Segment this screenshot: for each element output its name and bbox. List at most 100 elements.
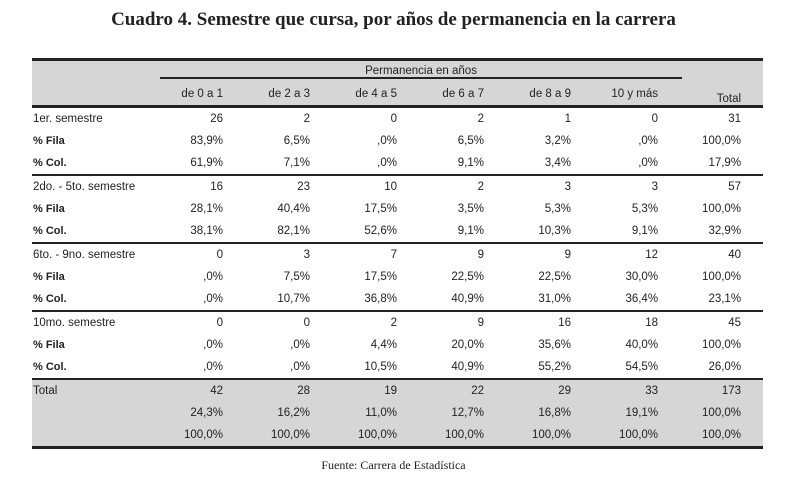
table-cell: 9,1% — [457, 157, 484, 169]
row-sublabel: % Col. — [33, 225, 67, 237]
table-cell: 100,0% — [702, 271, 742, 283]
row-label: 10mo. semestre — [32, 310, 160, 334]
row-label-empty — [32, 402, 160, 424]
column-header: 10 y más — [611, 88, 659, 100]
table-cell: 33 — [645, 385, 659, 397]
table-cell: 100,0% — [702, 203, 742, 215]
row-label-empty — [32, 424, 160, 448]
table-row: % Col. ,0% 10,7% 36,8% 40,9% 31,0% 36,4% 23,1% — [32, 288, 763, 311]
table-cell: 5,3% — [631, 203, 659, 215]
table-header: Permanencia en años de 0 a 1 de 2 a 3 de 4… — [32, 59, 764, 107]
table-cell: 22 — [471, 385, 484, 397]
table-cell: 40 — [682, 242, 764, 266]
table-row: 1er. semestre 26 2 0 2 1 0 31 — [32, 107, 763, 131]
table-cell: 6,5% — [457, 135, 484, 147]
table-cell: 3 — [247, 242, 334, 266]
table-title: Cuadro 4. Semestre que cursa, por años d… — [111, 9, 676, 30]
table-cell: 10 — [334, 174, 421, 198]
table-cell: 0 — [247, 310, 334, 334]
table-cell: 10,5% — [364, 361, 397, 373]
row-label: 2do. - 5to. semestre — [32, 174, 160, 198]
crosstab-table: Permanencia en años de 0 a 1 de 2 a 3 de 4… — [32, 58, 764, 449]
table-row: 6to. - 9no. semestre 0 3 7 9 9 12 40 — [32, 242, 764, 266]
table-cell: 30,0% — [625, 271, 659, 283]
table-cell: 100,0% — [531, 429, 571, 441]
row-sublabel: % Fila — [33, 271, 65, 283]
table-cell: 9,1% — [631, 225, 659, 237]
table-cell: 16 — [508, 310, 595, 334]
table-cell: 82,1% — [277, 225, 310, 237]
column-header-total: Total — [716, 93, 742, 105]
column-header: de 4 a 5 — [355, 88, 397, 100]
row-label: 6to. - 9no. semestre — [32, 242, 160, 266]
table-cell: 16 — [160, 174, 247, 198]
table-cell: 45 — [682, 310, 764, 334]
table-cell: 16,2% — [277, 407, 310, 419]
table-cell: 7 — [334, 242, 421, 266]
table-row: % Fila ,0% ,0% 4,4% 20,0% 35,6% 40,0% 100,0% — [32, 334, 763, 356]
table-cell: 23 — [247, 174, 334, 198]
table-cell: 28,1% — [190, 203, 223, 215]
table-row: 2do. - 5to. semestre 16 23 10 2 3 3 57 — [32, 174, 764, 198]
table-cell: 3,4% — [544, 157, 571, 169]
table-cell: 38,1% — [190, 225, 223, 237]
total-label: Total — [33, 385, 58, 397]
table-cell: 20,0% — [451, 339, 484, 351]
table-cell: 100,0% — [702, 135, 742, 147]
table-row: % Col. ,0% ,0% 10,5% 40,9% 55,2% 54,5% 26,0% — [32, 356, 763, 379]
table-cell: 3,2% — [544, 135, 571, 147]
table-cell: 36,8% — [364, 293, 397, 305]
table-cell: ,0% — [638, 135, 659, 147]
table-cell: 83,9% — [190, 135, 223, 147]
table-cell: 32,9% — [708, 225, 742, 237]
table-cell: 61,9% — [190, 157, 223, 169]
row-label: 1er. semestre — [33, 113, 103, 125]
table-row: % Fila 28,1% 40,4% 17,5% 3,5% 5,3% 5,3% 100,0% — [32, 198, 763, 220]
table-cell: 100,0% — [444, 429, 484, 441]
table-cell: 0 — [651, 113, 659, 125]
row-sublabel: % Fila — [33, 203, 65, 215]
table-cell: 1 — [564, 113, 571, 125]
table-cell: 0 — [160, 310, 247, 334]
row-sublabel: % Col. — [33, 361, 67, 373]
total-row: Total 42 28 19 22 29 33 173 — [32, 379, 763, 402]
total-row: 24,3% 16,2% 11,0% 12,7% 16,8% 19,1% 100,0% — [32, 402, 763, 424]
table-cell: 40,4% — [277, 203, 310, 215]
table-cell: ,0% — [203, 293, 223, 305]
column-header: de 8 a 9 — [529, 88, 571, 100]
row-sublabel: % Col. — [33, 293, 67, 305]
table-row: % Col. 38,1% 82,1% 52,6% 9,1% 10,3% 9,1% 32,9% — [32, 220, 763, 243]
total-row: 100,0% 100,0% 100,0% 100,0% 100,0% 100,0% 100,… — [32, 424, 763, 448]
table-cell: 17,5% — [364, 203, 397, 215]
table-cell: 0 — [160, 242, 247, 266]
table-body: 1er. semestre 26 2 0 2 1 0 31% Fila 83,9% 6,5% ,0%… — [32, 107, 764, 380]
table-cell: 24,3% — [190, 407, 223, 419]
table-cell: 17,5% — [364, 271, 397, 283]
table-cell: 54,5% — [625, 361, 659, 373]
table-cell: 100,0% — [270, 429, 310, 441]
table-cell: ,0% — [203, 339, 223, 351]
table-cell: 0 — [390, 113, 397, 125]
row-sublabel: % Fila — [33, 135, 65, 147]
table-cell: 12 — [595, 242, 683, 266]
table-cell: 3 — [595, 174, 683, 198]
table-cell: 11,0% — [365, 407, 397, 419]
row-sublabel: % Col. — [33, 157, 67, 169]
table-cell: 7,5% — [283, 271, 310, 283]
table-cell: 2 — [477, 113, 484, 125]
table-cell: 19 — [384, 385, 397, 397]
table-cell: 100,0% — [702, 407, 742, 419]
table-cell: 42 — [210, 385, 223, 397]
table-cell: ,0% — [203, 271, 223, 283]
table-cell: 22,5% — [451, 271, 484, 283]
table-cell: ,0% — [377, 135, 397, 147]
table-cell: 9,1% — [457, 225, 484, 237]
table-cell: 31 — [728, 113, 742, 125]
table-cell: 26 — [210, 113, 223, 125]
table-cell: ,0% — [290, 361, 310, 373]
table-row: % Fila ,0% 7,5% 17,5% 22,5% 22,5% 30,0% 100,0% — [32, 266, 763, 288]
table-cell: 36,4% — [625, 293, 659, 305]
table-cell: 9 — [421, 310, 508, 334]
table-cell: 52,6% — [364, 225, 397, 237]
table-cell: 40,9% — [451, 293, 484, 305]
